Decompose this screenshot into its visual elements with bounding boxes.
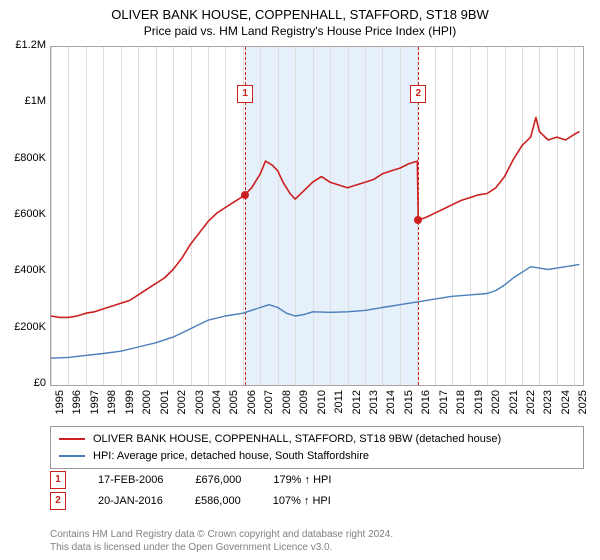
x-tick-label: 2001 — [159, 390, 171, 430]
sale-price-2: £586,000 — [195, 491, 241, 512]
legend-label-subject: OLIVER BANK HOUSE, COPPENHALL, STAFFORD,… — [93, 431, 501, 448]
y-tick-label: £0 — [2, 377, 46, 389]
sale-dot-1 — [241, 191, 249, 199]
y-tick-label: £1M — [2, 95, 46, 107]
sales-row-2: 2 20-JAN-2016 £586,000 107% ↑ HPI — [50, 491, 331, 512]
legend-row-subject: OLIVER BANK HOUSE, COPPENHALL, STAFFORD,… — [59, 431, 575, 448]
sale-date-1: 17-FEB-2006 — [98, 470, 163, 491]
y-tick-label: £600K — [2, 208, 46, 220]
x-tick-label: 2007 — [263, 390, 275, 430]
y-tick-label: £200K — [2, 321, 46, 333]
chart-title: OLIVER BANK HOUSE, COPPENHALL, STAFFORD,… — [0, 0, 600, 24]
legend-row-hpi: HPI: Average price, detached house, Sout… — [59, 448, 575, 465]
sale-ratio-2: 107% ↑ HPI — [273, 491, 331, 512]
legend-swatch-hpi — [59, 455, 85, 457]
y-tick-label: £800K — [2, 152, 46, 164]
x-tick-label: 2008 — [281, 390, 293, 430]
x-tick-label: 2013 — [368, 390, 380, 430]
sale-marker-2-icon: 2 — [50, 492, 66, 510]
x-tick-label: 2025 — [577, 390, 589, 430]
x-tick-label: 2005 — [228, 390, 240, 430]
x-tick-label: 2011 — [333, 390, 345, 430]
series-hpi — [51, 264, 580, 358]
x-tick-label: 2016 — [420, 390, 432, 430]
x-tick-label: 2015 — [403, 390, 415, 430]
x-tick-label: 1995 — [54, 390, 66, 430]
x-tick-label: 2020 — [490, 390, 502, 430]
x-tick-label: 2003 — [194, 390, 206, 430]
license-line-2: This data is licensed under the Open Gov… — [50, 542, 332, 553]
x-tick-label: 2019 — [473, 390, 485, 430]
sale-marker-1-icon: 1 — [50, 471, 66, 489]
sale-date-2: 20-JAN-2016 — [98, 491, 163, 512]
legend-swatch-subject — [59, 438, 85, 440]
legend: OLIVER BANK HOUSE, COPPENHALL, STAFFORD,… — [50, 426, 584, 469]
chart-container: OLIVER BANK HOUSE, COPPENHALL, STAFFORD,… — [0, 0, 600, 560]
sales-table: 1 17-FEB-2006 £676,000 179% ↑ HPI 2 20-J… — [50, 470, 331, 512]
x-tick-label: 2000 — [141, 390, 153, 430]
sale-ratio-1: 179% ↑ HPI — [273, 470, 331, 491]
sale-marker-box-2: 2 — [410, 85, 426, 103]
x-tick-label: 1997 — [89, 390, 101, 430]
legend-label-hpi: HPI: Average price, detached house, Sout… — [93, 448, 369, 465]
sales-row-1: 1 17-FEB-2006 £676,000 179% ↑ HPI — [50, 470, 331, 491]
series-svg — [51, 47, 583, 385]
x-tick-label: 2012 — [351, 390, 363, 430]
y-tick-label: £400K — [2, 264, 46, 276]
x-tick-label: 2006 — [246, 390, 258, 430]
x-tick-label: 2023 — [542, 390, 554, 430]
x-tick-label: 2002 — [176, 390, 188, 430]
x-tick-label: 2017 — [438, 390, 450, 430]
x-tick-label: 1996 — [71, 390, 83, 430]
x-tick-label: 2010 — [316, 390, 328, 430]
y-tick-label: £1.2M — [2, 39, 46, 51]
x-tick-label: 2021 — [508, 390, 520, 430]
x-tick-label: 2004 — [211, 390, 223, 430]
license-line-1: Contains HM Land Registry data © Crown c… — [50, 529, 393, 540]
x-tick-label: 1999 — [124, 390, 136, 430]
x-tick-label: 2018 — [455, 390, 467, 430]
x-tick-label: 2024 — [560, 390, 572, 430]
x-tick-label: 2009 — [298, 390, 310, 430]
x-tick-label: 2014 — [385, 390, 397, 430]
sale-price-1: £676,000 — [195, 470, 241, 491]
plot-area: 12 — [50, 46, 584, 386]
sale-dot-2 — [414, 216, 422, 224]
x-tick-label: 2022 — [525, 390, 537, 430]
license-text: Contains HM Land Registry data © Crown c… — [50, 529, 586, 554]
sale-marker-box-1: 1 — [237, 85, 253, 103]
x-tick-label: 1998 — [106, 390, 118, 430]
chart-subtitle: Price paid vs. HM Land Registry's House … — [0, 24, 600, 42]
